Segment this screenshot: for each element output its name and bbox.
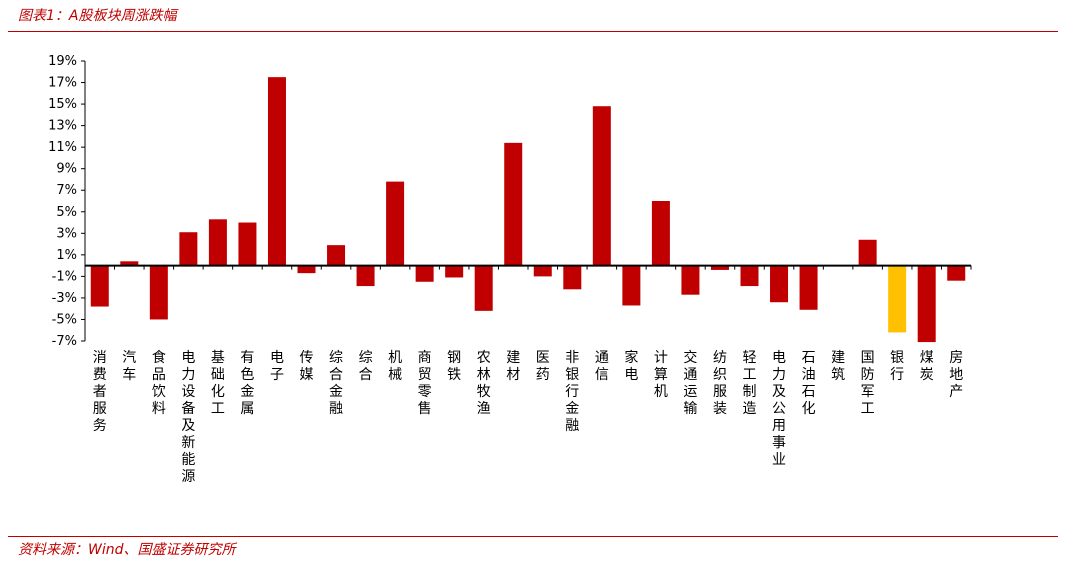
y-tick-label: 9% bbox=[56, 162, 77, 177]
category-label: 通信 bbox=[595, 350, 609, 383]
footer-divider bbox=[8, 536, 1058, 537]
y-tick-label: 15% bbox=[48, 97, 77, 112]
category-label: 机械 bbox=[388, 350, 402, 383]
category-label: 食品饮料 bbox=[152, 349, 166, 417]
bar bbox=[504, 142, 523, 266]
category-label: 交通运输 bbox=[683, 349, 697, 417]
category-label: 消费者服务 bbox=[93, 350, 107, 434]
bar bbox=[947, 265, 966, 281]
category-label: 建材 bbox=[506, 350, 520, 383]
bar bbox=[651, 201, 670, 266]
source-note: 资料来源：Wind、国盛证券研究所 bbox=[18, 542, 236, 558]
title-divider bbox=[8, 31, 1058, 32]
category-label: 纺织服装 bbox=[713, 350, 727, 417]
bar bbox=[740, 265, 759, 287]
category-label: 银行 bbox=[890, 350, 904, 383]
bar bbox=[179, 232, 198, 266]
y-tick-label: 1% bbox=[56, 248, 77, 263]
category-label: 非银行金融 bbox=[565, 350, 579, 434]
category-label: 房地产 bbox=[949, 350, 963, 400]
category-label: 家电 bbox=[624, 349, 638, 383]
bar bbox=[533, 265, 552, 277]
y-tick-label: 13% bbox=[48, 119, 77, 134]
y-axis: 19% 17% 15% 13% 11% 9% 7% 5% 3% 1% -1% -3% -5% -7% bbox=[48, 54, 86, 349]
bar bbox=[149, 265, 168, 320]
category-label: 电子 bbox=[270, 350, 284, 383]
category-label: 煤炭 bbox=[920, 350, 934, 383]
bar bbox=[770, 265, 789, 303]
bar bbox=[120, 261, 139, 266]
category-label: 综合金融 bbox=[329, 350, 343, 417]
y-tick-label: -5% bbox=[52, 312, 77, 327]
y-tick-label: -1% bbox=[52, 269, 77, 284]
y-tick-label: -7% bbox=[52, 334, 77, 349]
bar bbox=[710, 265, 729, 270]
category-label: 汽车 bbox=[122, 350, 136, 383]
category-label: 电力及公用事业 bbox=[772, 350, 786, 468]
y-tick-label: 3% bbox=[56, 226, 77, 241]
bar bbox=[327, 245, 346, 266]
y-tick-label: 7% bbox=[56, 183, 77, 198]
bar bbox=[799, 265, 818, 310]
y-tick-label: 17% bbox=[48, 76, 77, 91]
category-label: 石油石化 bbox=[802, 350, 816, 417]
bar bbox=[858, 239, 877, 266]
category-label: 商贸零售 bbox=[418, 350, 432, 417]
bar bbox=[445, 265, 464, 278]
category-label: 农林牧渔 bbox=[477, 350, 491, 417]
x-axis bbox=[84, 264, 972, 270]
bar bbox=[297, 265, 316, 274]
bars bbox=[90, 77, 966, 343]
bar bbox=[681, 265, 700, 295]
bar bbox=[622, 265, 641, 306]
category-label: 传媒 bbox=[300, 350, 314, 383]
y-tick-label: 19% bbox=[48, 54, 77, 69]
category-label: 有色金属 bbox=[240, 350, 254, 417]
bar bbox=[386, 181, 405, 266]
category-label: 国防军工 bbox=[861, 350, 875, 417]
bar bbox=[238, 222, 257, 266]
category-label: 电力设备及新能源 bbox=[181, 350, 195, 485]
bar bbox=[592, 106, 611, 266]
category-label: 基础化工 bbox=[211, 349, 225, 417]
bar bbox=[90, 265, 109, 307]
y-tick-label: 11% bbox=[48, 140, 77, 155]
category-label: 轻工制造 bbox=[743, 350, 757, 417]
chart-title: 图表1：A股板块周涨跌幅 bbox=[18, 8, 177, 24]
category-label: 建筑 bbox=[831, 350, 845, 383]
category-label: 医药 bbox=[536, 350, 550, 383]
bar bbox=[563, 265, 582, 290]
bar bbox=[474, 265, 493, 311]
category-label: 钢铁 bbox=[447, 350, 461, 383]
y-tick-label: -3% bbox=[52, 291, 77, 306]
bar bbox=[415, 265, 434, 282]
bar bbox=[267, 77, 286, 266]
category-label: 综合 bbox=[359, 350, 373, 383]
bar bbox=[356, 265, 375, 287]
bar bbox=[208, 219, 227, 266]
category-label: 计算机 bbox=[654, 350, 668, 400]
bar bbox=[917, 265, 936, 343]
bar bbox=[888, 265, 907, 333]
y-tick-label: 5% bbox=[56, 205, 77, 220]
